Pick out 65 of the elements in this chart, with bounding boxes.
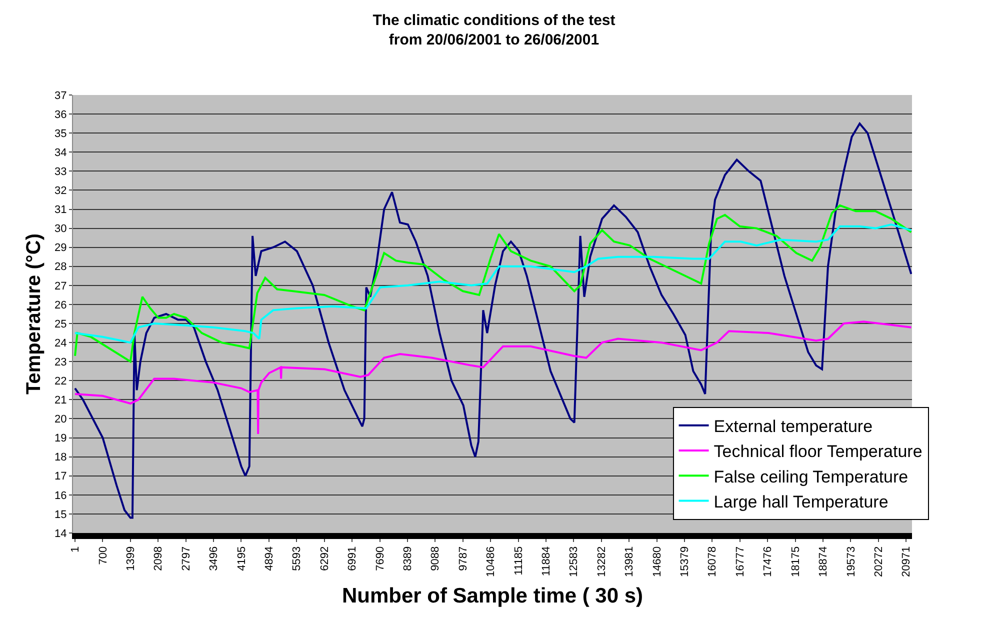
- x-tick-label: 700: [97, 546, 110, 565]
- y-tick-label: 37: [54, 90, 67, 102]
- x-tick-label: 6991: [346, 546, 359, 571]
- x-tick-label: 3496: [208, 546, 220, 571]
- legend-label: Large hall Temperature: [714, 492, 888, 512]
- y-tick-label: 32: [54, 185, 67, 198]
- x-tick-label: 20971: [900, 546, 913, 577]
- y-tick-label: 29: [54, 242, 67, 254]
- x-tick-label: 16777: [734, 546, 746, 577]
- x-tick-label: 1399: [125, 546, 138, 571]
- y-tick-label: 17: [54, 470, 67, 483]
- y-tick-label: 20: [54, 414, 67, 426]
- x-tick-label: 11884: [540, 546, 553, 576]
- x-axis-title: Number of Sample time ( 30 s): [342, 584, 644, 608]
- x-tick-label: 7690: [374, 546, 386, 571]
- x-tick-label: 1: [70, 546, 82, 553]
- y-tick-label: 15: [54, 508, 67, 521]
- line-series: [74, 320, 912, 435]
- y-tick-label: 14: [54, 528, 67, 540]
- y-tick-label: 26: [54, 299, 67, 312]
- chart-title: The climatic conditions of the test from 20/06/2001 to 26/06/2001: [372, 12, 616, 48]
- x-tick-label: 15379: [679, 546, 692, 577]
- y-tick-label: 24: [54, 337, 67, 350]
- y-tick-label: 33: [54, 166, 67, 178]
- y-tick-label: 35: [54, 128, 67, 140]
- line-series: [74, 204, 912, 363]
- x-tick-label: 9088: [430, 546, 442, 571]
- legend-label: False ceiling Temperature: [714, 467, 908, 486]
- y-tick-label: 34: [54, 146, 67, 159]
- x-tick-label: 6292: [318, 546, 331, 571]
- y-tick-label: 30: [54, 223, 67, 236]
- y-tick-label: 31: [54, 204, 67, 216]
- x-tick-label: 4195: [236, 546, 248, 571]
- legend-label: Technical floor Temperature: [714, 442, 922, 462]
- y-tick-label: 28: [54, 261, 67, 274]
- y-tick-label: 23: [54, 356, 67, 368]
- x-tick-label: 8389: [402, 546, 414, 571]
- x-tick-label: 13282: [596, 546, 608, 577]
- y-tick-label: 36: [54, 108, 67, 121]
- x-tick-label: 9787: [457, 546, 470, 571]
- y-tick-label: 25: [54, 318, 67, 330]
- x-tick-label: 19573: [845, 546, 858, 577]
- x-tick-label: 18874: [818, 546, 830, 577]
- x-tick-label: 13981: [624, 546, 636, 577]
- x-tick-label: 12583: [568, 546, 580, 577]
- x-tick-label: 5593: [291, 546, 304, 571]
- y-tick-label: 18: [54, 452, 67, 464]
- x-tick-label: 14680: [651, 546, 664, 577]
- line-series: [74, 224, 912, 344]
- y-axis-title: Temperature (°C): [23, 234, 46, 394]
- legend-label: External temperature: [714, 417, 873, 436]
- x-tick-label: 4894: [264, 546, 276, 571]
- y-tick-label: 16: [54, 490, 67, 502]
- y-tick-label: 21: [54, 394, 67, 407]
- x-tick-label: 16078: [706, 546, 719, 577]
- y-tick-label: 22: [54, 376, 67, 388]
- y-tick-label: 19: [54, 432, 67, 445]
- y-tick-label: 27: [54, 280, 67, 292]
- x-tick-label: 2098: [152, 546, 165, 571]
- x-tick-label: 11185: [512, 546, 525, 576]
- x-tick-label: 18175: [790, 546, 802, 577]
- x-tick-label: 17476: [762, 546, 774, 577]
- x-tick-label: 20272: [872, 546, 885, 577]
- x-tick-label: 10486: [485, 546, 498, 577]
- x-tick-label: 2797: [180, 546, 192, 571]
